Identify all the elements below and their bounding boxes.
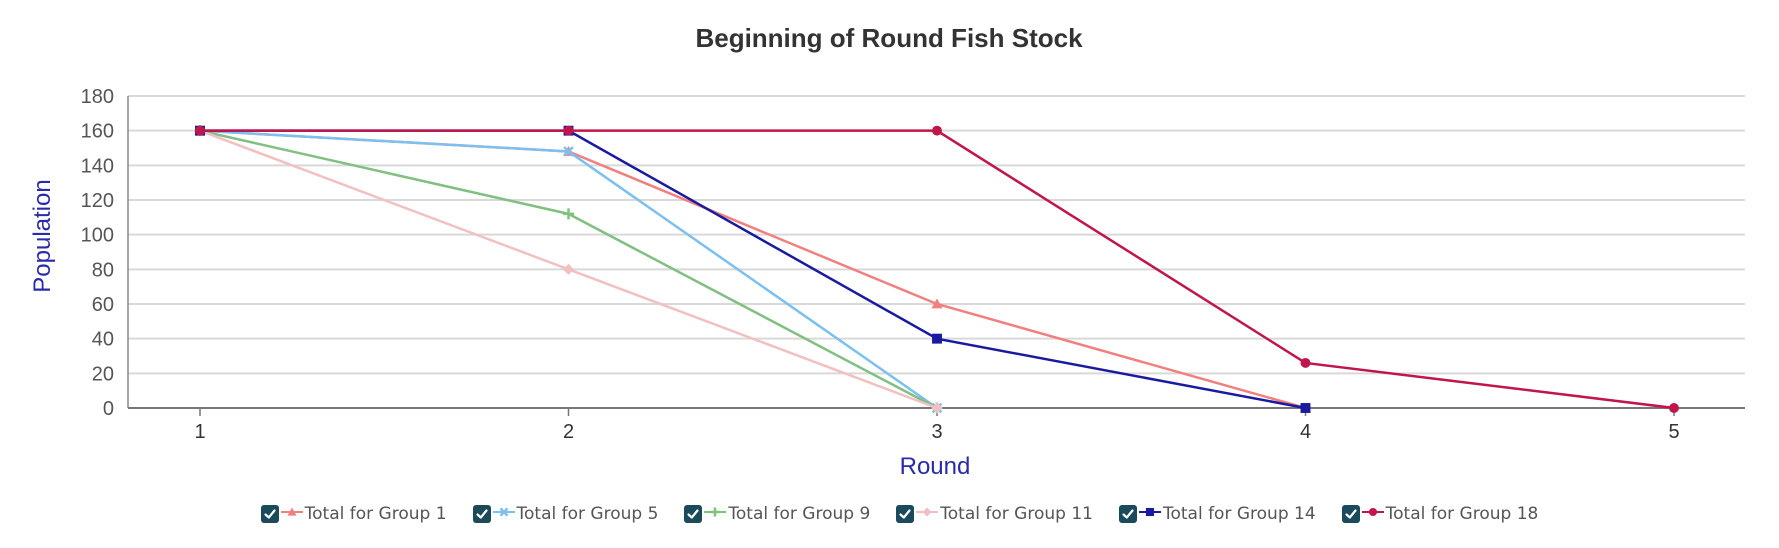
legend-item[interactable]: Total for Group 11 — [896, 504, 1093, 524]
legend-item[interactable]: Total for Group 5 — [472, 504, 659, 524]
legend-label: Total for Group 14 — [1162, 504, 1316, 524]
data-point[interactable] — [1300, 357, 1311, 368]
square-marker-icon — [1138, 504, 1161, 524]
checkbox-checked-icon[interactable] — [896, 505, 915, 523]
x-tick-label: 1 — [194, 421, 205, 443]
legend: Total for Group 1 Total for Group 5 Total … — [0, 496, 1779, 532]
circle-marker-icon — [1361, 504, 1384, 524]
data-point[interactable] — [1300, 403, 1311, 413]
legend-item[interactable]: Total for Group 1 — [260, 504, 447, 524]
data-point[interactable] — [931, 402, 943, 414]
data-point[interactable] — [932, 333, 942, 344]
data-point[interactable] — [563, 263, 574, 275]
data-point[interactable] — [932, 125, 942, 136]
legend-label: Total for Group 18 — [1385, 504, 1539, 524]
legend-label: Total for Group 5 — [516, 504, 659, 524]
data-point[interactable] — [563, 208, 574, 220]
legend-marker-shape — [1145, 507, 1155, 517]
series-6 — [195, 125, 1679, 413]
y-tick-label: 100 — [81, 225, 114, 247]
data-point[interactable] — [1669, 403, 1679, 413]
checkbox-checked-icon[interactable] — [1118, 505, 1137, 523]
y-tick-label: 140 — [81, 155, 114, 177]
grid-lines — [128, 95, 1745, 375]
data-point[interactable] — [563, 146, 574, 157]
y-axis-title: Population — [29, 179, 56, 292]
legend-item[interactable]: Total for Group 9 — [684, 504, 870, 524]
checkbox-checked-icon[interactable] — [684, 505, 703, 523]
checkbox-checked-icon[interactable] — [472, 505, 491, 523]
x-axis-title: Round — [900, 453, 971, 480]
x-tick-label: 4 — [1300, 421, 1311, 443]
legend-marker-shape — [710, 507, 720, 517]
data-point[interactable] — [195, 125, 205, 136]
diamond-marker-icon — [916, 504, 939, 524]
y-tick-label: 40 — [92, 329, 114, 351]
legend-item[interactable]: Total for Group 18 — [1341, 504, 1539, 524]
y-axis: 0 20 40 60 80 100 120 140 160 180 — [81, 86, 129, 420]
y-tick-label: 60 — [92, 294, 114, 316]
y-tick-label: 180 — [81, 86, 114, 108]
legend-marker-shape — [499, 507, 509, 517]
x-tick-label: 5 — [1668, 421, 1679, 443]
y-tick-label: 20 — [92, 363, 114, 385]
data-point[interactable] — [563, 125, 574, 136]
x-tick-label: 3 — [931, 421, 942, 443]
y-tick-label: 160 — [81, 121, 114, 143]
y-tick-label: 120 — [81, 190, 114, 212]
legend-item[interactable]: Total for Group 14 — [1118, 504, 1316, 524]
triangle-marker-icon — [280, 504, 303, 524]
y-tick-label: 0 — [103, 398, 114, 420]
data-point[interactable] — [931, 298, 943, 309]
legend-marker-shape — [1368, 507, 1377, 517]
legend-marker-shape — [287, 507, 297, 516]
y-tick-label: 80 — [92, 259, 114, 281]
legend-label: Total for Group 11 — [940, 504, 1093, 524]
plus-marker-icon — [704, 504, 727, 524]
series-group — [194, 125, 1679, 414]
legend-label: Total for Group 9 — [728, 504, 871, 524]
checkbox-checked-icon[interactable] — [1341, 505, 1360, 523]
legend-marker-shape — [922, 507, 932, 517]
x-tick-label: 2 — [563, 421, 574, 443]
chart-title: Beginning of Round Fish Stock — [695, 23, 1083, 53]
x-marker-icon — [492, 504, 515, 524]
checkbox-checked-icon[interactable] — [260, 505, 279, 523]
legend-label: Total for Group 1 — [304, 504, 447, 524]
